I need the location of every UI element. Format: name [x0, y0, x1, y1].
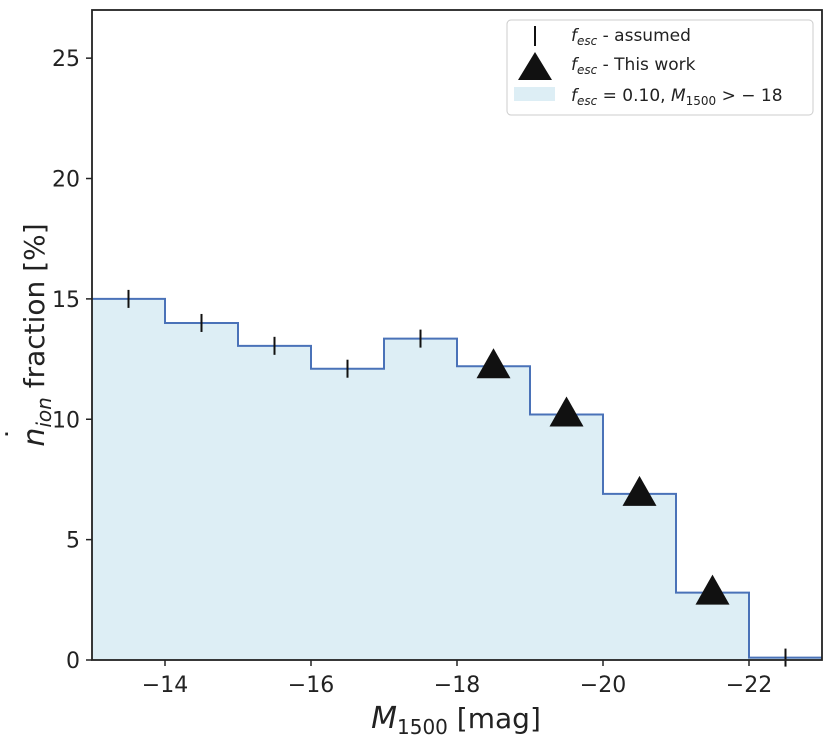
- y-axis-ticks: 0 5 10 15 20 25: [52, 47, 92, 674]
- this-work-marker: [476, 348, 511, 379]
- this-work-markers: [476, 348, 730, 605]
- assumed-markers: [127, 289, 787, 667]
- legend-box: [506, 19, 814, 116]
- legend-label-assumed: fesc - assumed: [571, 26, 691, 48]
- legend: fesc - assumed fesc - This work fesc = 0…: [506, 19, 814, 116]
- y-tick-label: 25: [52, 47, 80, 72]
- this-work-marker: [622, 475, 657, 506]
- x-tick-label: −22: [726, 673, 772, 698]
- y-axis-label-dot: ˙: [0, 427, 33, 441]
- x-tick-label: −18: [434, 673, 480, 698]
- legend-patch-shaded: [514, 87, 555, 101]
- y-tick-label: 0: [66, 649, 80, 674]
- y-tick-label: 15: [52, 288, 80, 313]
- this-work-marker: [695, 574, 730, 605]
- step-line: [92, 297, 822, 659]
- x-axis-ticks: −14 −16 −18 −20 −22: [142, 660, 772, 698]
- x-tick-label: −16: [288, 673, 334, 698]
- this-work-marker: [549, 396, 584, 427]
- legend-marker-this-work: [518, 52, 552, 80]
- y-tick-label: 5: [66, 529, 80, 554]
- x-tick-label: −20: [580, 673, 626, 698]
- legend-label-shaded: fesc = 0.10, M1500 > − 18: [571, 86, 783, 108]
- y-tick-label: 20: [52, 168, 80, 193]
- y-tick-label: 10: [52, 408, 80, 433]
- y-axis-label: nion fraction [%]: [17, 223, 56, 446]
- legend-label-this-work: fesc - This work: [571, 55, 696, 77]
- x-tick-label: −14: [142, 673, 188, 698]
- shaded-area-fesc-0.10: [92, 298, 822, 660]
- x-axis-label: M1500 [mag]: [371, 701, 541, 739]
